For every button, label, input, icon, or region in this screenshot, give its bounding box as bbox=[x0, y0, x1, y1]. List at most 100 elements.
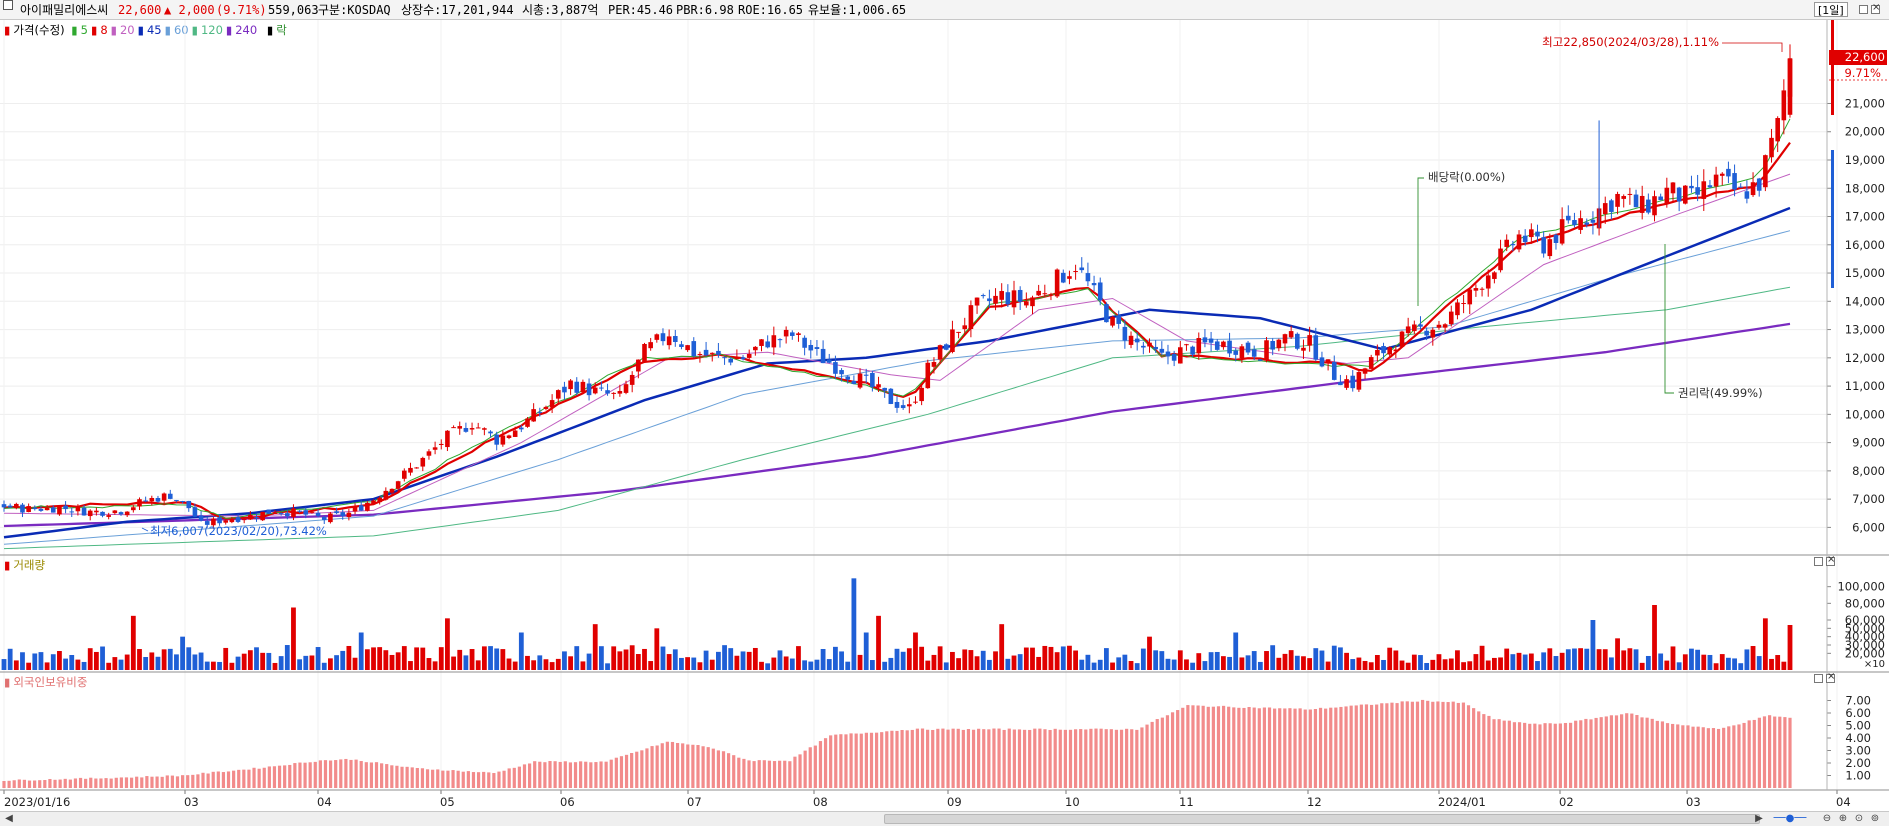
volume-bar bbox=[266, 652, 272, 670]
volume-bar bbox=[445, 618, 450, 670]
volume-bar bbox=[845, 661, 851, 670]
legend-ma-5[interactable]: 5 bbox=[80, 23, 88, 37]
volume-legend-label[interactable]: 거래량 bbox=[13, 558, 46, 572]
volume-bar bbox=[802, 660, 808, 670]
foreign-bar bbox=[864, 732, 868, 788]
volume-pane-restore-icon[interactable] bbox=[1814, 557, 1823, 566]
volume-bar bbox=[1750, 646, 1756, 670]
candle bbox=[1141, 341, 1146, 355]
volume-bar bbox=[1196, 653, 1202, 670]
foreign-bar bbox=[1420, 699, 1425, 788]
restore-icon[interactable] bbox=[1859, 5, 1868, 14]
legend-ma-240[interactable]: 240 bbox=[235, 23, 258, 37]
foreign-bar bbox=[793, 756, 797, 788]
foreign-bar bbox=[854, 733, 858, 788]
volume-bar bbox=[346, 645, 352, 670]
info-checkbox[interactable] bbox=[3, 0, 13, 10]
candle bbox=[57, 506, 62, 516]
zoom-out-icon[interactable]: ⊖ bbox=[1822, 813, 1832, 824]
foreign-bar bbox=[502, 770, 506, 788]
candle bbox=[315, 509, 321, 518]
foreign-bar bbox=[58, 779, 62, 788]
scroll-right-icon[interactable]: ▶ bbox=[1755, 813, 1763, 824]
candle bbox=[1412, 320, 1417, 334]
foreign-bar bbox=[706, 747, 710, 788]
candle bbox=[876, 376, 881, 392]
volume-bar bbox=[112, 657, 118, 670]
volume-bar bbox=[1227, 656, 1232, 670]
period-button[interactable]: [1일] bbox=[1814, 2, 1848, 17]
candle bbox=[820, 340, 826, 364]
candle bbox=[408, 462, 413, 476]
foreign-pane-close-icon[interactable] bbox=[1826, 671, 1835, 683]
zoom-slider-icon[interactable]: ──●── bbox=[1773, 813, 1807, 824]
time-scrollbar[interactable]: ◀ ▶ ──●── ⊖ ⊕ ⊙ ⊚ bbox=[0, 811, 1889, 826]
candle bbox=[161, 492, 167, 505]
price-tick-label: 9,000 bbox=[1852, 436, 1885, 450]
candle bbox=[475, 422, 481, 429]
high-marker-line bbox=[1722, 42, 1783, 52]
volume-pane-close-icon[interactable] bbox=[1826, 554, 1835, 566]
legend-ma-120[interactable]: 120 bbox=[200, 23, 223, 37]
legend-ma-8[interactable]: 8 bbox=[100, 23, 108, 37]
foreign-pane-restore-icon[interactable] bbox=[1814, 674, 1823, 683]
foreign-bar bbox=[1727, 726, 1731, 788]
foreign-bar bbox=[727, 753, 731, 788]
chart-canvas[interactable]: 6,000 7,000 8,000 9,000 10,000 11,000 12,000 13… bbox=[0, 20, 1889, 811]
legend-price-label[interactable]: 가격(수정) bbox=[13, 23, 65, 37]
legend-ma-20[interactable]: 20 bbox=[119, 23, 135, 37]
volume-bar bbox=[1017, 654, 1023, 670]
foreign-bar bbox=[1783, 717, 1787, 788]
foreign-bar bbox=[1737, 724, 1741, 788]
candle bbox=[568, 379, 573, 395]
scroll-left-icon[interactable]: ◀ bbox=[5, 813, 13, 824]
foreign-bar bbox=[1665, 723, 1670, 788]
volume-bar bbox=[494, 648, 500, 670]
volume-bar bbox=[1553, 656, 1559, 670]
foreign-bar bbox=[803, 750, 807, 788]
volume-bar bbox=[531, 660, 537, 670]
foreign-bar bbox=[303, 762, 307, 788]
legend-event-label[interactable]: 락 bbox=[276, 23, 287, 37]
legend-ma-45[interactable]: 45 bbox=[146, 23, 162, 37]
foreign-legend-label[interactable]: 외국인보유비중 bbox=[13, 675, 88, 689]
volume-bar bbox=[1775, 655, 1781, 670]
ma-line-20 bbox=[3, 173, 1791, 517]
volume-bar bbox=[1676, 662, 1682, 670]
volume-bar bbox=[1411, 654, 1417, 670]
foreign-bar bbox=[691, 744, 695, 788]
zoom-in-icon[interactable]: ⊕ bbox=[1838, 813, 1848, 824]
zoom-reset-icon[interactable]: ⊙ bbox=[1854, 813, 1864, 824]
foreign-bar bbox=[1283, 708, 1287, 788]
low-marker-line bbox=[141, 527, 149, 532]
volume-bar bbox=[968, 650, 974, 670]
volume-bar bbox=[1670, 646, 1676, 670]
foreign-bar bbox=[783, 760, 787, 788]
foreign-bar bbox=[1640, 717, 1644, 788]
candle bbox=[851, 375, 857, 385]
foreign-bar bbox=[1104, 729, 1108, 788]
foreign-bar bbox=[283, 765, 287, 788]
volume-bar bbox=[1639, 662, 1645, 670]
foreign-bar bbox=[1196, 705, 1200, 788]
candle bbox=[1276, 338, 1282, 352]
candle bbox=[1602, 196, 1608, 224]
candle bbox=[1485, 269, 1491, 297]
candle bbox=[980, 293, 986, 299]
scroll-thumb[interactable] bbox=[884, 814, 1760, 824]
foreign-bar bbox=[772, 761, 777, 788]
candle bbox=[1744, 180, 1750, 204]
foreign-bar bbox=[22, 779, 27, 788]
close-icon[interactable] bbox=[1871, 2, 1880, 14]
candle bbox=[248, 511, 253, 521]
legend-event-bullet-icon: ▮ bbox=[266, 23, 274, 37]
x-tick-label: 12 bbox=[1307, 795, 1322, 809]
volume-bar bbox=[814, 659, 820, 670]
foreign-bar bbox=[1553, 723, 1557, 788]
zoom-fit-icon[interactable]: ⊚ bbox=[1870, 813, 1880, 824]
foreign-bar bbox=[84, 778, 88, 788]
foreign-bar bbox=[512, 767, 516, 788]
volume-bar bbox=[364, 649, 370, 670]
candle bbox=[1338, 374, 1343, 386]
candle bbox=[1646, 193, 1651, 215]
